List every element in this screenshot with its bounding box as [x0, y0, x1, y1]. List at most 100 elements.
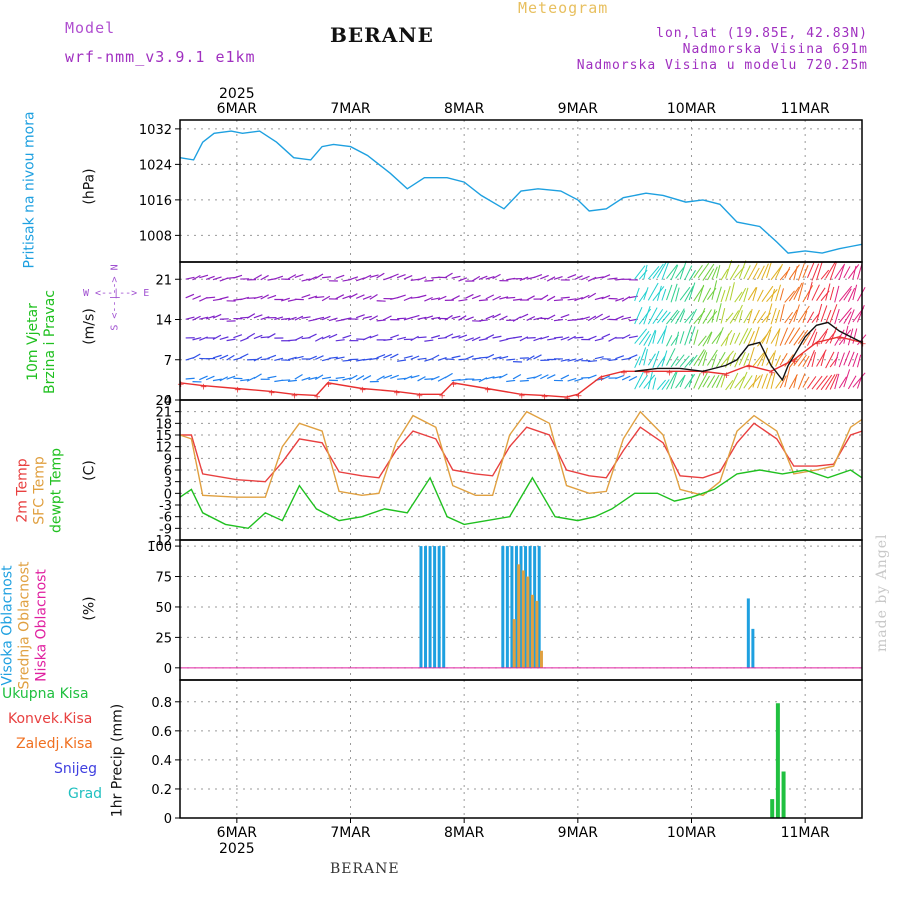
wind-arrow	[743, 310, 752, 324]
wind-arrow	[734, 291, 743, 303]
wind-arrow	[472, 378, 482, 381]
y-tick-label: 6	[164, 464, 172, 479]
model-name: wrf-nmm_v3.9.1 e1km	[65, 48, 256, 66]
wind-arrow	[458, 315, 467, 321]
wind-speed-mark: +	[643, 368, 651, 378]
wind-arrow	[756, 289, 764, 302]
wind-arrow	[621, 296, 631, 302]
wind-arrow	[729, 282, 735, 301]
wind-arrow	[267, 354, 277, 360]
wind-arrow	[301, 316, 311, 319]
y-tick-label: 0	[164, 487, 172, 502]
wind-arrows-layer	[185, 259, 867, 391]
wind-arrow	[226, 354, 235, 361]
cloud-bar	[514, 546, 518, 668]
wind-arrow	[260, 294, 269, 300]
wind-arrow	[397, 377, 407, 380]
y-tick-label: 25	[155, 631, 172, 646]
wind-arrow	[533, 337, 543, 342]
wind-arrow	[711, 266, 718, 280]
wind-arrow	[729, 332, 736, 345]
series-line-sfc-temp	[179, 410, 863, 498]
wind-arrow	[471, 275, 481, 282]
precip-bar	[770, 799, 775, 818]
y-tick-label: 50	[155, 601, 172, 616]
wind-arrow	[670, 371, 678, 390]
wind-arrow	[852, 372, 866, 388]
wind-arrow	[634, 328, 648, 344]
wind-arrow	[825, 374, 836, 391]
wind-arrow	[417, 276, 427, 281]
wind-arrow	[267, 375, 277, 379]
wind-arrow	[424, 315, 434, 320]
wind-arrow	[608, 277, 618, 280]
bottom-day-label: 8MAR	[444, 825, 485, 841]
wind-arrow	[314, 273, 324, 280]
wind-speed-mark: +	[484, 386, 492, 396]
wind-arrow	[643, 349, 648, 366]
wind-arrow	[775, 284, 782, 302]
wind-arrow	[770, 350, 776, 368]
wind-arrow	[430, 354, 440, 360]
wind-arrow	[308, 333, 317, 339]
wind-arrow	[301, 278, 311, 282]
wind-arrow	[647, 370, 654, 390]
wind-speed-mark: +	[768, 368, 776, 378]
wind-arrow	[711, 354, 717, 369]
cloud-bar	[746, 598, 750, 668]
wind-arrow	[706, 331, 713, 344]
wind-arrow	[684, 356, 695, 368]
wind-speed-mark: +	[325, 380, 333, 390]
wind-arrow	[219, 354, 229, 360]
wind-arrow	[540, 294, 549, 301]
wind-arrow	[847, 309, 855, 325]
wind-arrow	[697, 284, 705, 302]
wind-arrow	[766, 289, 778, 303]
wind-arrow	[834, 263, 846, 279]
series-line-brzina	[179, 336, 863, 398]
wind-arrow	[185, 316, 195, 320]
wind-arrow	[588, 360, 598, 363]
y-tick-label: 1024	[139, 158, 172, 173]
wind-arrow	[811, 331, 818, 347]
wind-arrow	[638, 308, 652, 325]
wind-arrow	[825, 351, 835, 369]
wind-arrow	[716, 327, 724, 344]
wind-arrow	[752, 352, 765, 367]
wind-arrow	[314, 336, 324, 342]
wind-arrow	[834, 309, 840, 325]
wind-arrow	[693, 372, 701, 389]
wind-arrow	[702, 352, 708, 366]
wind-arrow	[369, 357, 379, 361]
chart-title: BERANE	[330, 23, 434, 47]
wind-arrow	[643, 264, 648, 280]
wind-speed-mark: +	[723, 371, 731, 381]
wind-arrow	[647, 282, 659, 301]
wind-arrow	[706, 349, 718, 366]
wind-arrow	[725, 333, 730, 346]
wind-arrow	[647, 265, 660, 280]
wind-arrow	[362, 315, 372, 320]
wind-arrow	[594, 313, 603, 320]
wind-speed-mark: +	[814, 340, 822, 350]
y-tick-label: 9	[164, 452, 172, 467]
y-tick-label: 0.8	[151, 696, 172, 711]
wind-arrow	[725, 259, 733, 279]
wind-arrow	[212, 354, 222, 359]
wind-arrow	[843, 350, 851, 366]
wind-arrow	[820, 269, 830, 280]
wind-arrow	[756, 265, 765, 280]
wind-arrow	[458, 277, 468, 282]
y-tick-label: 21	[155, 406, 172, 421]
wind-arrow	[403, 275, 413, 280]
wind-arrow	[546, 374, 556, 380]
wind-arrow	[431, 297, 441, 301]
wind-arrow	[512, 373, 522, 380]
wind-arrow	[652, 286, 665, 301]
wind-arrow	[362, 335, 372, 341]
wind-arrow	[707, 310, 718, 324]
wind-arrow	[806, 350, 815, 368]
wind-arrow	[670, 356, 679, 368]
cloud-bar	[537, 546, 541, 668]
wind-arrow	[492, 273, 501, 280]
